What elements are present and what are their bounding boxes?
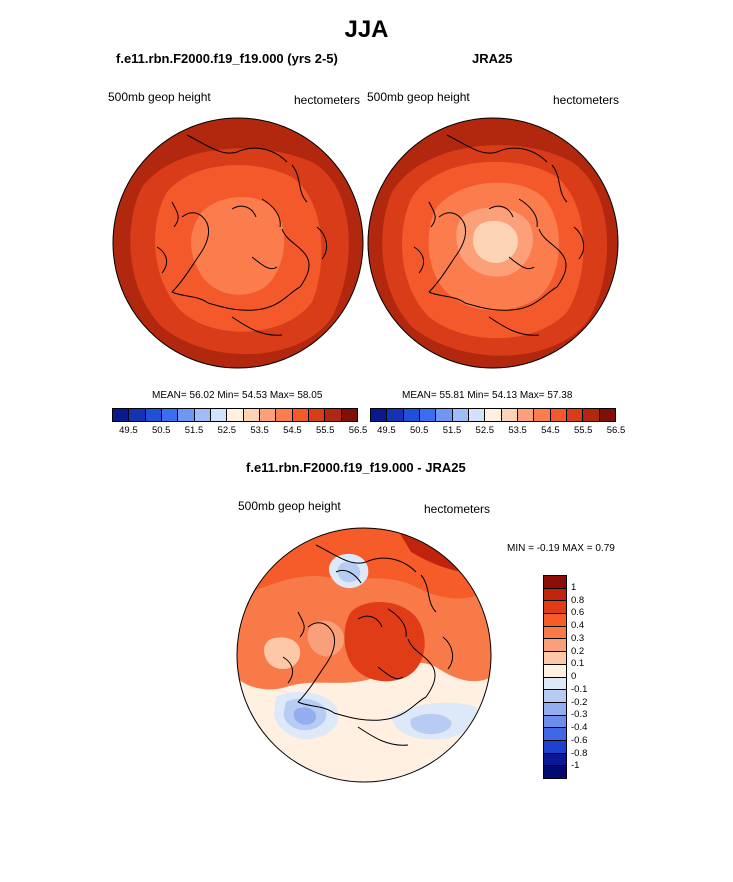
colorbar-box xyxy=(544,614,566,627)
colorbar-tick-label: 0.2 xyxy=(571,645,585,657)
colorbar-tick-label: -1 xyxy=(571,760,580,772)
colorbar-box xyxy=(544,690,566,703)
colorbar-tick-label: -0.1 xyxy=(571,683,588,695)
panel1-stats: MEAN= 56.02 Min= 54.53 Max= 58.05 xyxy=(152,390,323,401)
colorbar-box xyxy=(341,409,357,421)
colorbar-box xyxy=(292,409,309,421)
colorbar-box xyxy=(485,409,502,421)
colorbar-box xyxy=(468,409,486,421)
colorbar-box xyxy=(178,409,195,421)
colorbar-box xyxy=(544,728,566,741)
panel2-colorbar-ticks: 49.5 50.5 51.5 52.5 53.5 54.5 55.5 56.5 xyxy=(370,425,625,439)
colorbar-tick-label: 0.1 xyxy=(571,658,585,670)
panel1-map xyxy=(112,117,364,369)
panel3-map xyxy=(236,527,492,783)
colorbar-box xyxy=(544,652,566,665)
panel1-field-label: 500mb geop height xyxy=(108,90,211,104)
colorbar-box xyxy=(129,409,146,421)
colorbar-box xyxy=(550,409,567,421)
panel1-colorbar-ticks: 49.5 50.5 51.5 52.5 53.5 54.5 55.5 56.5 xyxy=(112,425,367,439)
colorbar-box xyxy=(544,626,566,640)
colorbar-tick-label: 54.5 xyxy=(283,425,302,436)
colorbar-box xyxy=(544,664,566,678)
panel3-colorbar-ticks: 1 0.8 0.6 0.4 0.3 0.2 0.1 0 -0.1 -0.2 -0.3 -0.4 -0.6… xyxy=(571,575,611,779)
colorbar-box xyxy=(544,677,566,691)
panel3-stats: MIN = -0.19 MAX = 0.79 xyxy=(507,543,615,554)
colorbar-box xyxy=(501,409,518,421)
colorbar-box xyxy=(452,409,469,421)
colorbar-tick-label: 50.5 xyxy=(151,425,171,436)
colorbar-box xyxy=(517,409,535,421)
panel2-stats: MEAN= 55.81 Min= 54.13 Max= 57.38 xyxy=(402,390,573,401)
colorbar-tick-label: 0.8 xyxy=(571,594,585,606)
panel1-title: f.e11.rbn.F2000.f19_f19.000 (yrs 2-5) xyxy=(116,51,338,66)
colorbar-box xyxy=(436,409,453,421)
colorbar-box xyxy=(583,409,600,421)
colorbar-box xyxy=(210,409,228,421)
panel3-field-label: 500mb geop height xyxy=(238,499,341,513)
colorbar-box xyxy=(113,409,130,421)
colorbar-tick-label: -0.4 xyxy=(571,722,588,733)
colorbar-box xyxy=(544,576,566,589)
colorbar-tick-label: 50.5 xyxy=(409,425,429,436)
colorbar-box xyxy=(544,601,566,615)
colorbar-tick-label: 0 xyxy=(571,671,577,682)
colorbar-box xyxy=(419,409,437,421)
colorbar-tick-label: -0.3 xyxy=(571,709,588,721)
colorbar-box xyxy=(325,409,342,421)
colorbar-box xyxy=(276,409,293,421)
colorbar-tick-label: 0.3 xyxy=(571,632,585,644)
colorbar-box xyxy=(544,588,566,602)
panel3-title: f.e11.rbn.F2000.f19_f19.000 - JRA25 xyxy=(246,460,466,475)
colorbar-tick-label: 49.5 xyxy=(377,425,396,436)
figure-title: JJA xyxy=(344,16,389,43)
colorbar-box xyxy=(544,766,566,778)
colorbar-tick-label: 53.5 xyxy=(508,425,527,436)
colorbar-box xyxy=(243,409,260,421)
colorbar-box xyxy=(194,409,211,421)
panel3-units-label: hectometers xyxy=(424,502,491,516)
panel1-colorbar xyxy=(112,408,358,422)
colorbar-box xyxy=(387,409,404,421)
colorbar-tick-label: 0.6 xyxy=(571,607,585,619)
colorbar-box xyxy=(403,409,420,421)
colorbar-box xyxy=(544,740,566,754)
colorbar-box xyxy=(544,639,566,653)
colorbar-tick-label: -0.6 xyxy=(571,734,588,746)
colorbar-box xyxy=(544,715,566,729)
colorbar-tick-label: 56.5 xyxy=(606,425,626,436)
colorbar-tick-label: 1 xyxy=(571,581,577,593)
colorbar-box xyxy=(534,409,551,421)
colorbar-tick-label: 49.5 xyxy=(119,425,138,436)
colorbar-tick-label: 55.5 xyxy=(573,425,593,436)
colorbar-tick-label: 52.5 xyxy=(475,425,495,436)
colorbar-tick-label: 0.4 xyxy=(571,620,585,631)
colorbar-tick-label: 56.5 xyxy=(348,425,368,436)
panel2-units-label: hectometers xyxy=(553,93,620,107)
colorbar-box xyxy=(145,409,162,421)
colorbar-tick-label: -0.8 xyxy=(571,747,588,759)
colorbar-box xyxy=(227,409,244,421)
colorbar-tick-label: 54.5 xyxy=(541,425,560,436)
panel2-colorbar xyxy=(370,408,616,422)
colorbar-tick-label: 51.5 xyxy=(442,425,462,436)
colorbar-tick-label: 51.5 xyxy=(184,425,204,436)
colorbar-tick-label: -0.2 xyxy=(571,696,588,708)
colorbar-tick-label: 53.5 xyxy=(250,425,269,436)
colorbar-box xyxy=(161,409,179,421)
colorbar-tick-label: 55.5 xyxy=(315,425,335,436)
colorbar-box xyxy=(599,409,615,421)
colorbar-box xyxy=(566,409,584,421)
panel3-colorbar xyxy=(543,575,567,779)
colorbar-box xyxy=(544,753,566,767)
panel1-units-label: hectometers xyxy=(294,93,361,107)
colorbar-box xyxy=(259,409,277,421)
colorbar-box xyxy=(371,409,388,421)
panel2-field-label: 500mb geop height xyxy=(367,90,470,104)
panel2-map xyxy=(367,117,619,369)
colorbar-tick-label: 52.5 xyxy=(217,425,237,436)
panel2-title: JRA25 xyxy=(472,51,513,66)
colorbar-box xyxy=(308,409,326,421)
colorbar-box xyxy=(544,702,566,716)
